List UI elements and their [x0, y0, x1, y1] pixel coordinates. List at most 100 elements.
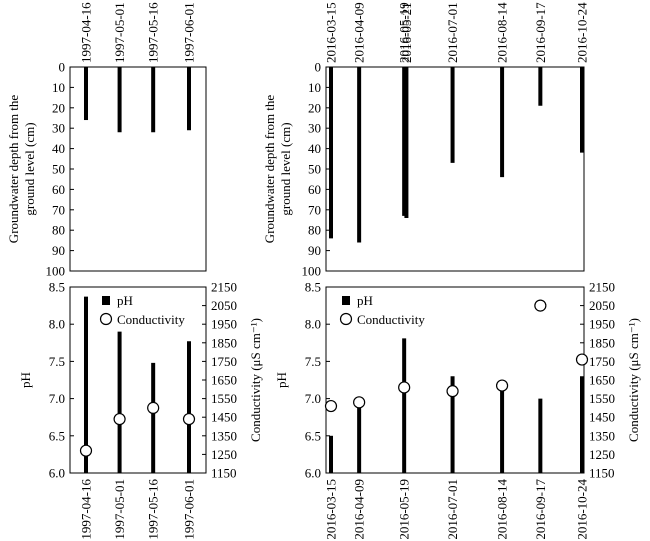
quality-1997-panel: 6.0 6.5 7.0 7.5 8.0 8.5 1150 1250 1350 1450 1550 16…: [18, 280, 263, 540]
quality-1997-y2tick-label: 1450: [211, 410, 237, 425]
quality-1997-legend-ph-label: pH: [117, 293, 133, 308]
quality-1997-legend-ph-swatch: [102, 296, 110, 305]
depth-2016-date-label: 2016-05-19: [397, 2, 412, 63]
depth-2016-ytick-label: 100: [302, 264, 322, 279]
quality-2016-y2tick-label: 1750: [589, 354, 615, 369]
depth-2016-date-label: 2016-10-24: [575, 2, 590, 63]
depth-1997-ytick-label: 20: [52, 100, 65, 115]
depth-1997-frame: [69, 66, 207, 272]
quality-2016-date-label: 2016-05-19: [397, 479, 412, 540]
depth-2016-ylabel-line: ground level (cm): [278, 122, 293, 215]
quality-2016-date-label: 2016-09-17: [533, 479, 548, 540]
quality-2016-ylabel: pH: [274, 372, 289, 388]
depth-2016-ytick-label: 0: [315, 60, 322, 75]
quality-1997-y2tick-label: 1550: [211, 391, 237, 406]
quality-2016-legend-conductivity-marker: [339, 312, 353, 326]
quality-1997-date-label: 1997-04-16: [79, 479, 94, 540]
quality-2016-y2tick-label: 1450: [589, 410, 615, 425]
depth-2016-ytick-label: 20: [308, 100, 321, 115]
quality-2016-y2tick-label: 2050: [589, 298, 615, 313]
depth-1997-ytick-label: 30: [52, 121, 65, 136]
quality-2016-date-label: 2016-10-24: [575, 479, 590, 540]
depth-2016-ytick-label: 30: [308, 121, 321, 136]
quality-1997-ytick-label: 8.5: [49, 280, 65, 295]
quality-2016-y2tick-label: 1550: [589, 391, 615, 406]
quality-1997-y2label: Conductivity (μS cm⁻¹): [248, 318, 263, 442]
depth-1997-date-label: 1997-05-01: [112, 2, 127, 63]
depth-2016-date-label: 2016-09-17: [533, 2, 548, 63]
depth-2016-ytick-label: 40: [308, 141, 321, 156]
quality-2016-y2tick-label: 1950: [589, 317, 615, 332]
quality-1997-date-label: 1997-05-16: [146, 479, 161, 540]
depth-2016-ytick-label: 80: [308, 223, 321, 238]
depth-1997-ylabel-line: Groundwater depth from the: [6, 95, 21, 244]
quality-1997-conductivity-point: [79, 444, 93, 457]
quality-1997-y2tick-label: 1250: [211, 447, 237, 462]
quality-2016-date-label: 2016-08-14: [495, 479, 510, 540]
quality-2016-conductivity-point: [534, 299, 547, 312]
depth-2016-date-label: 2016-04-09: [352, 2, 367, 63]
depth-1997-ytick-label: 70: [52, 202, 65, 217]
depth-2016-ylabel-line: Groundwater depth from the: [262, 95, 277, 244]
quality-2016-conductivity-point: [575, 353, 589, 366]
depth-1997-ytick-label: 60: [52, 182, 65, 197]
quality-2016-legend-conductivity-label: Conductivity: [357, 312, 425, 327]
quality-1997-y2tick-label: 1150: [211, 466, 237, 481]
depth-2016-ytick-label: 90: [308, 243, 321, 258]
quality-1997-legend-conductivity-label: Conductivity: [117, 312, 185, 327]
depth-1997-ytick-label: 100: [46, 264, 66, 279]
quality-1997-ytick-label: 6.5: [49, 428, 65, 443]
depth-1997-panel: 0 10 20 30 40 50 60 70 80 90 100 Groundwater depth …: [6, 2, 207, 279]
quality-1997-ytick-label: 6.0: [49, 466, 65, 481]
quality-2016-date-label: 2016-04-09: [352, 479, 367, 540]
depth-2016-date-label: 2016-03-15: [324, 2, 339, 63]
depth-1997-ytick-label: 90: [52, 243, 65, 258]
quality-1997-ytick-label: 8.0: [49, 317, 65, 332]
depth-1997-ytick-label: 40: [52, 141, 65, 156]
quality-1997-y2tick-label: 1950: [211, 317, 237, 332]
quality-1997-y2tick-label: 2050: [211, 298, 237, 313]
quality-2016-conductivity-point: [495, 379, 509, 392]
quality-1997-conductivity-point: [147, 401, 160, 414]
depth-1997-date-label: 1997-06-01: [182, 2, 197, 63]
quality-1997-y2tick-label: 1650: [211, 373, 237, 388]
depth-2016-ytick-label: 10: [308, 80, 321, 95]
quality-2016-legend-ph-label: pH: [357, 293, 373, 308]
depth-2016-ytick-label: 70: [308, 202, 321, 217]
depth-2016-ytick-label: 50: [308, 162, 321, 177]
depth-1997-date-label: 1997-05-16: [146, 2, 161, 63]
quality-2016-y2tick-label: 2150: [589, 280, 615, 295]
depth-1997-ylabel: Groundwater depth from theground level (…: [6, 95, 37, 244]
depth-1997-ytick-label: 10: [52, 80, 65, 95]
quality-2016-conductivity-point: [398, 381, 411, 394]
quality-2016-ytick-label: 6.5: [305, 428, 321, 443]
quality-2016-conductivity-point: [446, 385, 459, 398]
quality-1997-y2tick-label: 1750: [211, 354, 237, 369]
depth-2016-panel: 0 10 20 30 40 50 60 70 80 90 100 Groundwater depth …: [262, 2, 590, 279]
depth-1997-ytick-label: 0: [59, 60, 66, 75]
depth-2016-ylabel: Groundwater depth from theground level (…: [262, 95, 293, 244]
quality-1997-date-label: 1997-06-01: [182, 479, 197, 540]
depth-1997-ylabel-line: ground level (cm): [22, 122, 37, 215]
quality-1997-date-label: 1997-05-01: [112, 479, 127, 540]
quality-2016-y2tick-label: 1350: [589, 428, 615, 443]
quality-1997-conductivity-point: [182, 412, 196, 426]
quality-2016-ytick-label: 8.0: [305, 317, 321, 332]
quality-2016-y2tick-label: 1250: [589, 447, 615, 462]
quality-2016-y2label: Conductivity (μS cm⁻¹): [626, 318, 641, 442]
quality-1997-ytick-label: 7.0: [49, 391, 65, 406]
quality-2016-y2tick-label: 1850: [589, 335, 615, 350]
quality-2016-y2tick-label: 1150: [589, 466, 615, 481]
quality-2016-conductivity-point: [324, 399, 338, 413]
quality-1997-ytick-label: 7.5: [49, 354, 65, 369]
depth-2016-frame: [325, 66, 585, 272]
quality-1997-ylabel: pH: [18, 372, 33, 388]
depth-2016-ytick-label: 60: [308, 182, 321, 197]
quality-1997-y2tick-label: 1350: [211, 428, 237, 443]
quality-2016-ytick-label: 6.0: [305, 466, 321, 481]
quality-2016-panel: 6.0 6.5 7.0 7.5 8.0 8.5 1150 1250 1350 1450 1550 16…: [274, 280, 641, 540]
depth-2016-date-label: 2016-08-14: [495, 2, 510, 63]
quality-2016-conductivity-point: [353, 396, 366, 409]
quality-1997-y2tick-label: 2150: [211, 280, 237, 295]
